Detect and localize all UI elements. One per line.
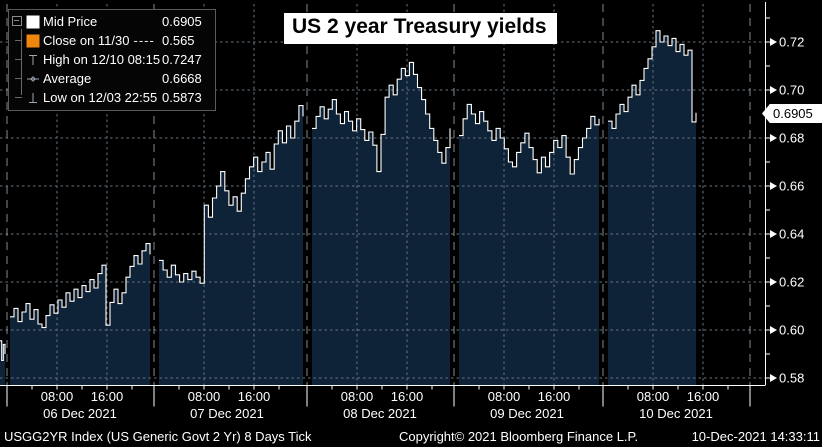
tick-path xyxy=(10,243,151,329)
axis-labels: 08:00 16:00 06 Dec 2021 08:00 16:00 07 Dec 20… xyxy=(41,35,805,422)
last-price-tag: 0.6905 xyxy=(762,104,822,123)
high-tee-icon xyxy=(26,53,43,67)
legend-item-average[interactable]: Average 0.6668 xyxy=(11,69,210,88)
tick-path xyxy=(459,103,600,175)
orange-square-icon xyxy=(26,34,43,48)
tick-arrow-icon xyxy=(770,326,777,334)
legend-value: 0.6668 xyxy=(162,71,202,86)
copyright-text: Copyright© 2021 Bloomberg Finance L.P. xyxy=(399,429,639,444)
date-label: 08 Dec 2021 xyxy=(343,406,417,421)
session-fills xyxy=(0,30,696,386)
white-square-icon xyxy=(26,15,43,29)
legend-tree-stub xyxy=(11,31,26,50)
tick-arrow-icon xyxy=(770,86,777,94)
legend-collapse-icon[interactable] xyxy=(11,12,26,31)
legend-tree-stub xyxy=(11,69,26,88)
tick-arrow-icon xyxy=(770,278,777,286)
time-label: 08:00 xyxy=(341,389,374,404)
session-area xyxy=(0,340,5,386)
y-tick-label: 0.68 xyxy=(779,131,804,146)
y-tick-label: 0.70 xyxy=(779,83,804,98)
legend-item-high[interactable]: High on 12/10 08:15 0.7247 xyxy=(11,50,210,69)
legend-box: Mid Price 0.6905 Close on 11/30 ---- 0.565 Hi… xyxy=(8,9,216,111)
legend-value: 0.6905 xyxy=(162,14,202,29)
time-label: 08:00 xyxy=(637,389,670,404)
legend-item-close[interactable]: Close on 11/30 ---- 0.565 xyxy=(11,31,210,50)
last-price-value: 0.6905 xyxy=(773,106,813,121)
status-bar: USGG2YR Index (US Generic Govt 2 Yr) 8 D… xyxy=(0,425,822,447)
legend-tree-stub xyxy=(11,50,26,69)
date-label: 06 Dec 2021 xyxy=(43,406,117,421)
y-tick-label: 0.72 xyxy=(779,35,804,50)
legend-tree-stub xyxy=(11,88,26,107)
legend-label: Average xyxy=(43,71,92,86)
session-area xyxy=(459,104,599,386)
tick-arrow-icon xyxy=(770,182,777,190)
session-area xyxy=(159,105,303,386)
date-label: 07 Dec 2021 xyxy=(190,406,264,421)
legend-tree-line xyxy=(21,29,22,95)
time-label: 08:00 xyxy=(188,389,221,404)
session-area xyxy=(608,30,696,386)
legend-value: 0.7247 xyxy=(162,52,202,67)
time-label: 08:00 xyxy=(488,389,521,404)
chart-title: US 2 year Treasury yields xyxy=(284,13,557,44)
price-chart[interactable]: 08:00 16:00 06 Dec 2021 08:00 16:00 07 Dec 20… xyxy=(0,0,822,425)
tick-path xyxy=(312,61,451,173)
time-label: 08:00 xyxy=(41,389,74,404)
tick-path xyxy=(159,105,304,284)
legend-value: 0.565 xyxy=(162,33,195,48)
timestamp: 10-Dec-2021 14:33:11 xyxy=(691,429,820,444)
y-tick-label: 0.58 xyxy=(779,371,804,386)
y-tick-label: 0.62 xyxy=(779,275,804,290)
legend-label: Low on 12/03 22:55 xyxy=(43,90,158,105)
security-description: USGG2YR Index (US Generic Govt 2 Yr) 8 D… xyxy=(4,429,312,444)
legend-value: 0.5873 xyxy=(162,90,202,105)
price-line xyxy=(0,30,697,362)
axes xyxy=(0,2,777,407)
time-label: 16:00 xyxy=(687,389,720,404)
y-tick-label: 0.64 xyxy=(779,227,804,242)
date-label: 10 Dec 2021 xyxy=(639,406,713,421)
legend-item-mid-price[interactable]: Mid Price 0.6905 xyxy=(11,12,210,31)
tick-arrow-icon xyxy=(770,230,777,238)
session-area xyxy=(10,243,150,386)
time-label: 16:00 xyxy=(391,389,424,404)
average-node-icon xyxy=(26,72,43,86)
date-label: 09 Dec 2021 xyxy=(490,406,564,421)
y-tick-label: 0.60 xyxy=(779,323,804,338)
tick-path xyxy=(0,340,6,362)
time-label: 16:00 xyxy=(91,389,124,404)
time-label: 16:00 xyxy=(538,389,571,404)
tick-arrow-icon xyxy=(770,38,777,46)
session-area xyxy=(312,62,450,386)
tick-path xyxy=(608,30,697,129)
y-tick-label: 0.66 xyxy=(779,179,804,194)
legend-label: Mid Price xyxy=(43,14,98,29)
legend-line-style: ---- xyxy=(133,33,155,48)
tick-arrow-icon xyxy=(770,134,777,142)
time-label: 16:00 xyxy=(238,389,271,404)
legend-label: High on 12/10 08:15 xyxy=(43,52,161,67)
low-tee-icon xyxy=(26,91,43,105)
tick-arrow-icon xyxy=(770,374,777,382)
legend-item-low[interactable]: Low on 12/03 22:55 0.5873 xyxy=(11,88,210,107)
legend-label: Close on 11/30 xyxy=(43,33,130,48)
